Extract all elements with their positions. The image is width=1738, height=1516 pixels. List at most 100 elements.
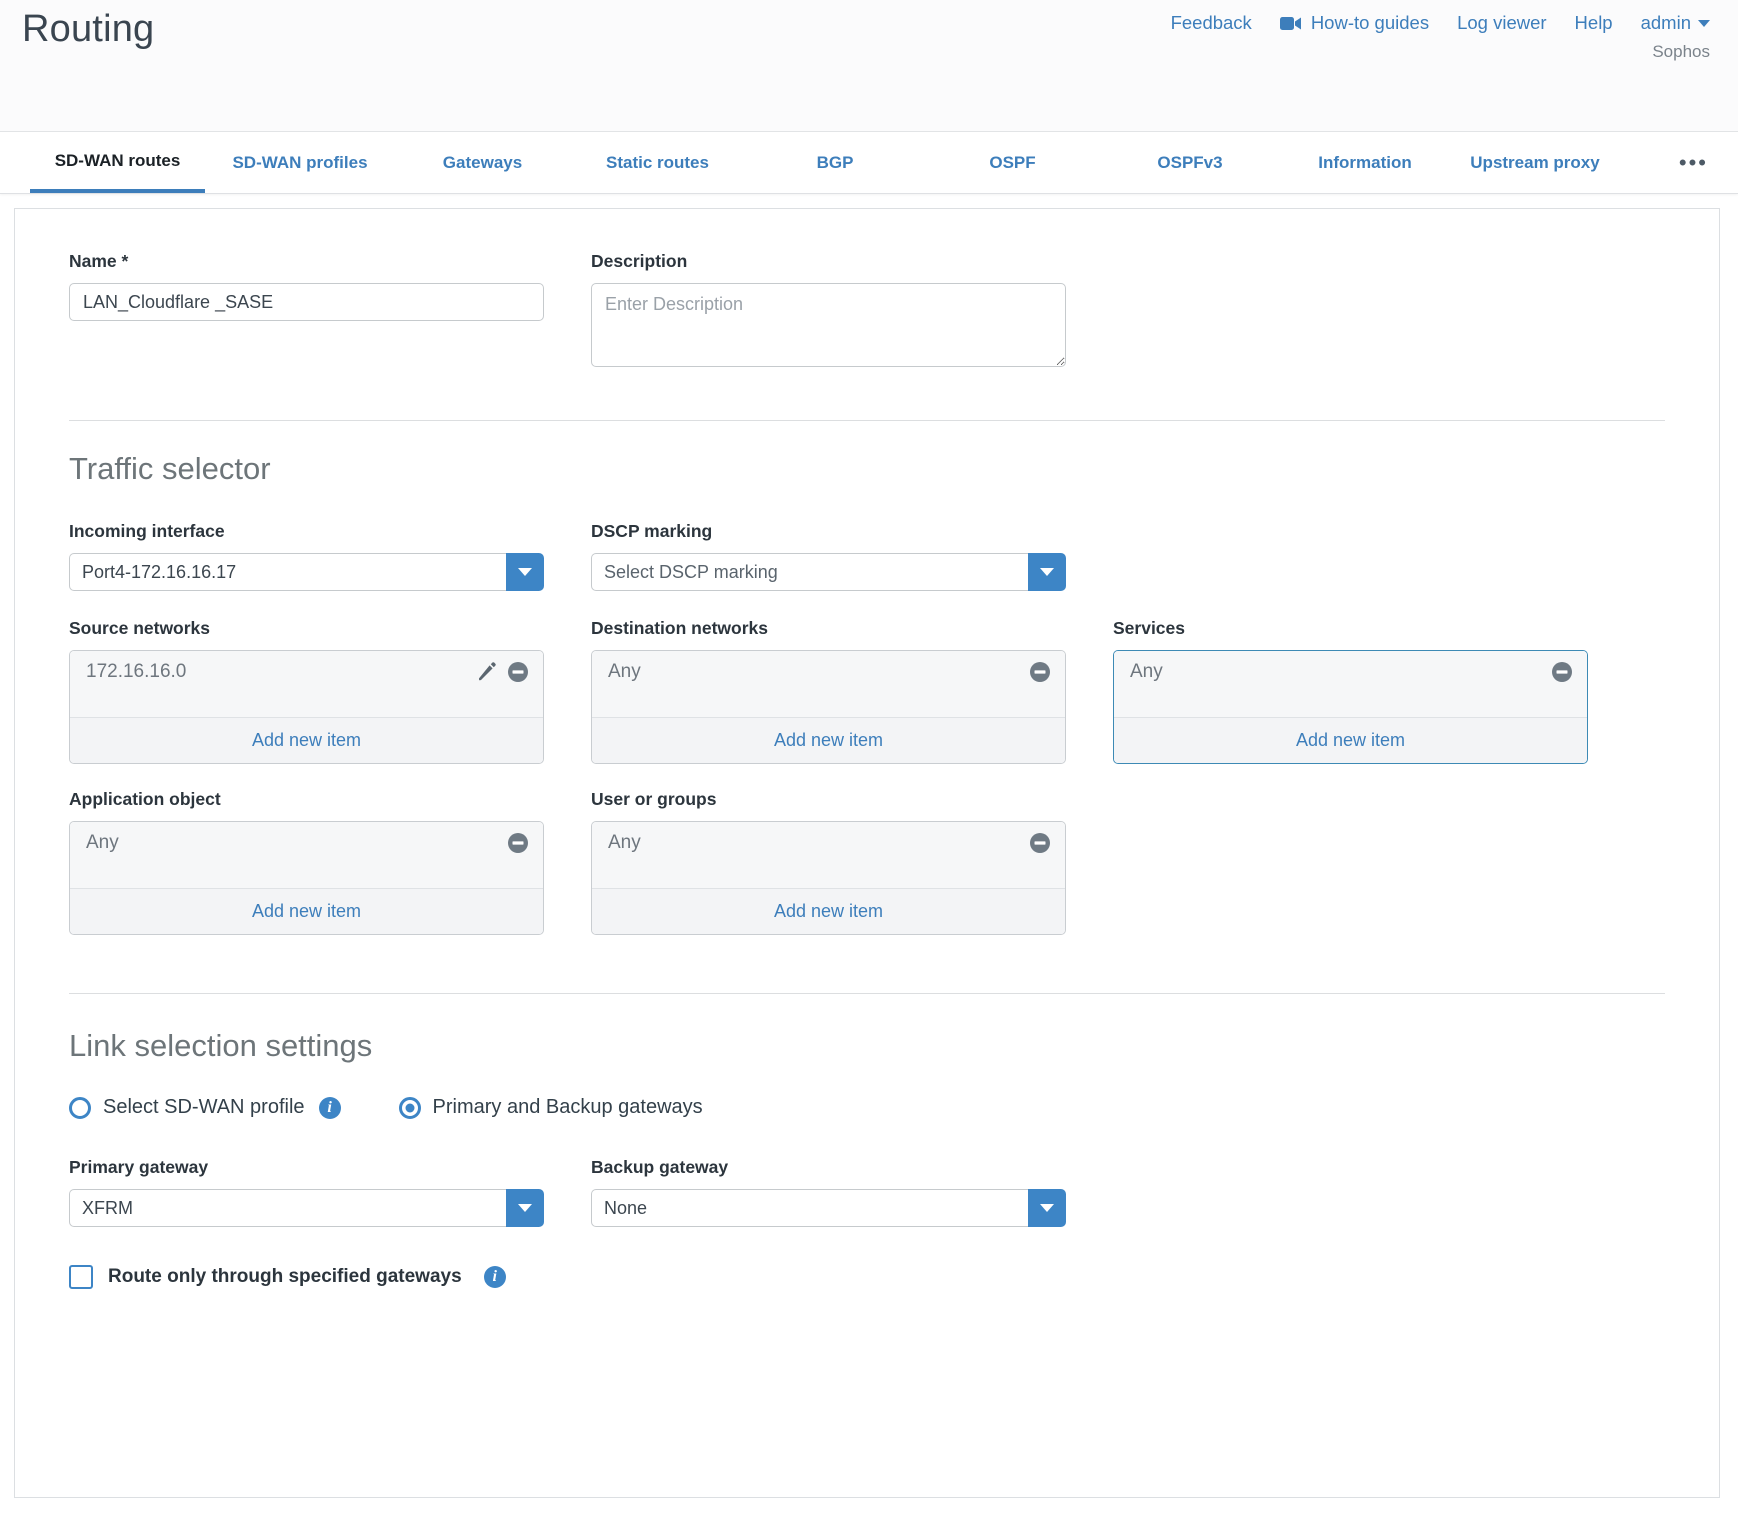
- list-item-label: Any: [608, 661, 641, 682]
- primary-gateway-label: Primary gateway: [69, 1157, 209, 1177]
- tab-ospfv3[interactable]: OSPFv3: [1157, 152, 1223, 172]
- info-icon[interactable]: i: [483, 1266, 506, 1288]
- remove-circle-icon[interactable]: [1029, 832, 1051, 854]
- chevron-down-icon[interactable]: [506, 1189, 544, 1227]
- incoming-interface-value: Port4-172.16.16.17: [69, 553, 506, 591]
- interface-dscp-row: Incoming interface Port4-172.16.16.17 DS…: [69, 521, 1665, 591]
- tab-ospf[interactable]: OSPF: [989, 152, 1036, 172]
- dscp-marking-label: DSCP marking: [591, 521, 713, 541]
- radio-primary-backup-gateways-label: Primary and Backup gateways: [432, 1096, 703, 1118]
- radio-select-sd-wan-profile[interactable]: Select SD-WAN profile: [69, 1096, 305, 1119]
- user-or-groups-listbox: Any Add new item: [591, 821, 1066, 935]
- source-networks-items: 172.16.16.0: [70, 651, 543, 717]
- route-only-checkbox-row: Route only through specified gateways i: [69, 1265, 1665, 1289]
- incoming-interface-label: Incoming interface: [69, 521, 225, 541]
- tab-overflow-button[interactable]: •••: [1678, 149, 1708, 175]
- tab-gateways[interactable]: Gateways: [442, 152, 523, 172]
- radio-selected-icon: [398, 1096, 421, 1119]
- user-or-groups-group: User or groups Any: [591, 789, 1066, 935]
- help-link[interactable]: Help: [1574, 12, 1613, 33]
- chevron-down-icon[interactable]: [506, 553, 544, 591]
- description-textarea[interactable]: [591, 283, 1066, 367]
- radio-select-sd-wan-profile-label: Select SD-WAN profile: [103, 1096, 305, 1118]
- primary-gateway-select[interactable]: XFRM: [69, 1189, 544, 1227]
- sd-wan-route-form: Name * Description Traffic selector Inco…: [14, 208, 1720, 1498]
- tab-sd-wan-profiles[interactable]: SD-WAN profiles: [232, 152, 368, 172]
- traffic-selector-heading: Traffic selector: [69, 451, 271, 486]
- application-object-items: Any: [70, 822, 543, 888]
- remove-circle-icon[interactable]: [1029, 661, 1051, 683]
- remove-circle-icon[interactable]: [507, 661, 529, 683]
- admin-menu[interactable]: admin: [1641, 12, 1710, 34]
- list-item[interactable]: Any: [592, 651, 1065, 693]
- backup-gateway-label: Backup gateway: [591, 1157, 729, 1177]
- remove-circle-icon[interactable]: [1551, 661, 1573, 683]
- services-group: Services Any: [1113, 618, 1588, 764]
- list-item-label: 172.16.16.0: [86, 661, 187, 682]
- header-links: Feedback How-to guides Log viewer Help a…: [1171, 12, 1710, 34]
- destination-networks-listbox: Any Add new item: [591, 650, 1066, 764]
- link-selection-radio-group: Select SD-WAN profile i Primary and Back…: [69, 1096, 1665, 1119]
- name-description-row: Name * Description: [69, 251, 1665, 372]
- tab-upstream-proxy[interactable]: Upstream proxy: [1470, 152, 1600, 172]
- services-add-new-item[interactable]: Add new item: [1114, 717, 1587, 763]
- source-networks-add-new-item[interactable]: Add new item: [70, 717, 543, 763]
- backup-gateway-select[interactable]: None: [591, 1189, 1066, 1227]
- tab-bar: SD-WAN routes SD-WAN profiles Gateways S…: [0, 132, 1738, 194]
- user-or-groups-items: Any: [592, 822, 1065, 888]
- route-only-checkbox-label: Route only through specified gateways: [108, 1266, 462, 1287]
- name-input[interactable]: [69, 283, 544, 321]
- backup-gateway-value: None: [591, 1189, 1028, 1227]
- primary-gateway-value: XFRM: [69, 1189, 506, 1227]
- radio-primary-backup-gateways[interactable]: Primary and Backup gateways: [398, 1096, 703, 1119]
- list-item-label: Any: [86, 832, 119, 853]
- backup-gateway-group: Backup gateway None: [591, 1157, 1066, 1227]
- name-field-group: Name *: [69, 251, 544, 372]
- remove-circle-icon[interactable]: [507, 832, 529, 854]
- section-divider-2: [69, 993, 1665, 994]
- primary-gateway-group: Primary gateway XFRM: [69, 1157, 544, 1227]
- how-to-guides-label: How-to guides: [1310, 12, 1430, 33]
- destination-networks-group: Destination networks Any: [591, 618, 1066, 764]
- list-item[interactable]: Any: [592, 822, 1065, 864]
- name-label: Name *: [69, 251, 129, 271]
- list-item-label: Any: [1130, 661, 1163, 682]
- edit-pencil-icon[interactable]: [476, 661, 497, 683]
- dscp-marking-select[interactable]: Select DSCP marking: [591, 553, 1066, 591]
- description-field-group: Description: [591, 251, 1066, 372]
- tab-static-routes[interactable]: Static routes: [606, 152, 709, 172]
- list-item[interactable]: Any: [1114, 651, 1587, 693]
- page-title: Routing: [22, 8, 155, 50]
- source-networks-listbox: 172.16.16.0: [69, 650, 544, 764]
- user-or-groups-add-new-item[interactable]: Add new item: [592, 888, 1065, 934]
- dscp-marking-value: Select DSCP marking: [591, 553, 1028, 591]
- application-object-label: Application object: [69, 789, 221, 809]
- application-user-row: Application object Any: [69, 789, 1665, 935]
- application-object-add-new-item[interactable]: Add new item: [70, 888, 543, 934]
- chevron-down-icon[interactable]: [1028, 553, 1066, 591]
- video-camera-icon: [1279, 16, 1302, 31]
- source-networks-group: Source networks 172.16.16.0: [69, 618, 544, 764]
- tab-information[interactable]: Information: [1318, 152, 1412, 172]
- route-only-checkbox[interactable]: [69, 1265, 93, 1289]
- destination-networks-add-new-item[interactable]: Add new item: [592, 717, 1065, 763]
- tab-sd-wan-routes[interactable]: SD-WAN routes: [30, 132, 205, 193]
- user-or-groups-label: User or groups: [591, 789, 717, 809]
- log-viewer-link[interactable]: Log viewer: [1457, 12, 1547, 33]
- networks-services-row: Source networks 172.16.16.0: [69, 618, 1665, 764]
- gateways-row: Primary gateway XFRM Backup gateway None: [69, 1157, 1665, 1227]
- chevron-down-icon[interactable]: [1028, 1189, 1066, 1227]
- feedback-link[interactable]: Feedback: [1170, 12, 1252, 33]
- radio-unselected-icon: [69, 1096, 91, 1119]
- section-divider-1: [69, 420, 1665, 421]
- how-to-guides-link[interactable]: How-to guides: [1279, 12, 1430, 34]
- list-item[interactable]: Any: [70, 822, 543, 864]
- link-selection-heading: Link selection settings: [69, 1028, 373, 1063]
- info-icon[interactable]: i: [318, 1096, 341, 1119]
- description-label: Description: [591, 251, 688, 271]
- incoming-interface-select[interactable]: Port4-172.16.16.17: [69, 553, 544, 591]
- list-item[interactable]: 172.16.16.0: [70, 651, 543, 693]
- tab-bgp[interactable]: BGP: [816, 152, 854, 172]
- services-label: Services: [1113, 618, 1186, 638]
- application-object-listbox: Any Add new item: [69, 821, 544, 935]
